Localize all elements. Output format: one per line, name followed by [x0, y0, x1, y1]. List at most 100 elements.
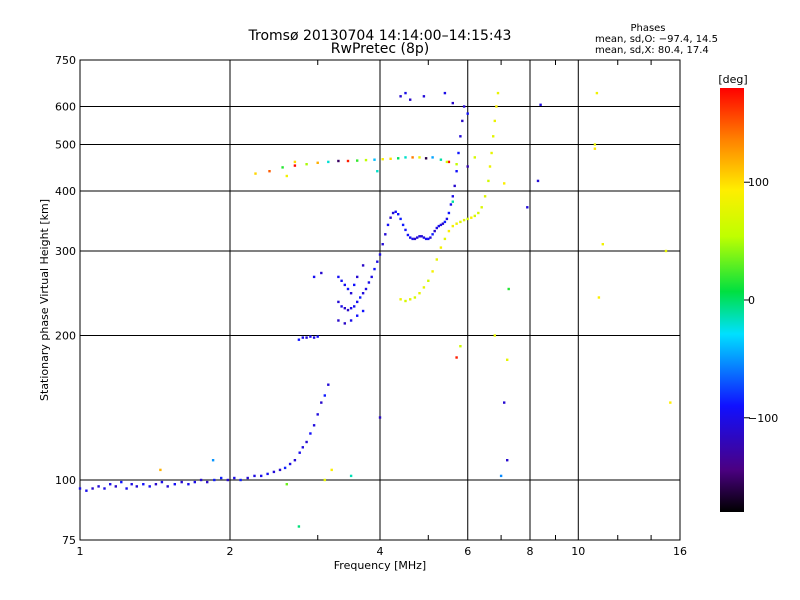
data-point [404, 156, 407, 159]
colorbar-ticks: 100 0 −100 [744, 176, 778, 425]
data-point [246, 476, 249, 480]
data-point [389, 157, 392, 160]
data-point [459, 220, 462, 224]
y-tick-label: 300 [55, 245, 76, 258]
colorbar-tick-label: 0 [748, 294, 755, 307]
data-point [305, 336, 308, 339]
x-tick-label: 2 [227, 545, 234, 558]
data-point [439, 223, 443, 227]
data-point [429, 236, 432, 239]
data-point [409, 236, 412, 239]
data-point [349, 292, 353, 295]
data-point [397, 213, 400, 216]
data-point [459, 345, 462, 348]
data-point [480, 206, 483, 209]
x-tick-label: 1 [77, 545, 84, 558]
data-point [373, 158, 376, 161]
data-point [346, 308, 350, 312]
data-point [435, 226, 438, 230]
data-point [361, 309, 365, 313]
data-point [455, 356, 458, 359]
data-point [293, 160, 297, 164]
data-point [266, 472, 269, 476]
colorbar-label: [deg] [718, 73, 747, 86]
data-point [503, 401, 506, 404]
data-point [427, 237, 430, 241]
data-point [97, 485, 100, 488]
data-point [466, 165, 469, 168]
data-point [367, 281, 371, 284]
data-point [309, 432, 312, 435]
data-point [381, 243, 384, 246]
data-point [130, 483, 133, 486]
data-point [487, 179, 490, 183]
data-point [437, 224, 440, 228]
data-point [451, 224, 454, 228]
data-point [109, 483, 112, 486]
data-point [433, 229, 436, 233]
y-tick-label: 75 [62, 534, 76, 547]
data-point [337, 319, 340, 322]
data-point [451, 195, 454, 198]
data-point [443, 220, 447, 224]
data-point [422, 286, 426, 289]
data-point [142, 483, 145, 486]
data-point [391, 211, 395, 215]
data-point [424, 237, 428, 241]
data-point [422, 95, 426, 98]
data-point [506, 358, 509, 361]
data-point [409, 98, 412, 101]
data-point [435, 258, 438, 261]
data-point [376, 170, 379, 173]
data-point [305, 163, 308, 166]
data-point [337, 275, 340, 279]
data-point [597, 296, 601, 299]
data-point [356, 300, 359, 304]
data-point [323, 478, 326, 482]
data-point [346, 287, 350, 291]
data-point [483, 195, 487, 198]
data-point [278, 468, 282, 472]
data-point [370, 275, 373, 279]
data-point [601, 243, 604, 246]
data-point [103, 487, 106, 490]
data-point [272, 470, 276, 474]
data-point [473, 156, 476, 159]
y-tick-label: 100 [55, 474, 76, 487]
data-point [349, 319, 353, 322]
data-point [283, 466, 287, 470]
data-point [418, 292, 421, 295]
data-point [305, 440, 308, 444]
data-point [297, 525, 301, 528]
data-point [78, 487, 82, 490]
data-point [455, 170, 458, 173]
data-point [451, 200, 454, 203]
data-point [411, 237, 414, 241]
data-point [312, 336, 316, 339]
data-point [356, 314, 359, 317]
data-point [404, 228, 407, 232]
data-point [285, 174, 288, 178]
data-point [353, 283, 356, 287]
data-point [378, 253, 382, 256]
data-point [389, 216, 392, 219]
colorbar-tick-label: 100 [748, 176, 769, 189]
data-point [496, 91, 500, 95]
data-point [349, 474, 353, 478]
data-point [148, 485, 151, 488]
data-point [353, 305, 356, 308]
data-point [443, 237, 447, 241]
data-point [413, 237, 417, 241]
data-point [431, 270, 434, 273]
data-point [301, 336, 304, 339]
data-point [180, 480, 183, 484]
data-point [312, 424, 316, 427]
data-point [316, 161, 319, 164]
data-point [416, 236, 419, 239]
data-point [199, 478, 203, 482]
colorbar [720, 88, 744, 512]
data-point [193, 480, 196, 484]
data-point [399, 95, 402, 98]
chart-subtitle: RwPretec (8p) [331, 41, 429, 57]
